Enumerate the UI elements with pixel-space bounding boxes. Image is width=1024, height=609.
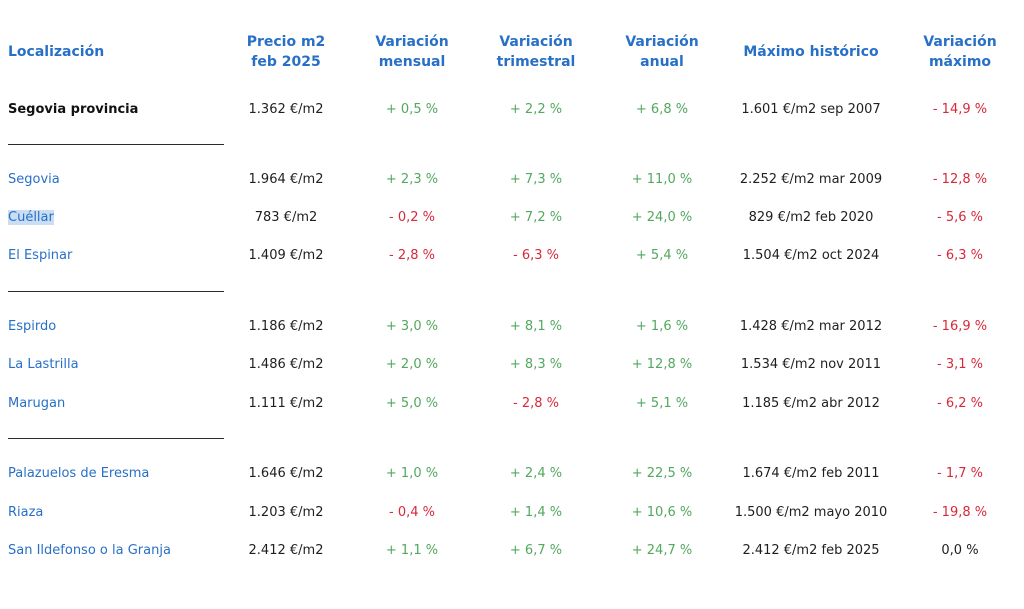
quarterly-variation-cell: + 1,4 % bbox=[509, 505, 563, 520]
location-link[interactable]: La Lastrilla bbox=[8, 353, 228, 377]
annual-variation-cell: + 5,1 % bbox=[635, 396, 689, 411]
price-cell: 1.362 €/m2 bbox=[248, 102, 324, 117]
monthly-variation-cell: + 1,1 % bbox=[385, 543, 439, 558]
max-variation-cell: - 6,2 % bbox=[937, 396, 983, 411]
table-row: Cuéllar 783 €/m2 - 0,2 % + 7,2 % + 24,0 … bbox=[0, 206, 1024, 230]
annual-variation-cell: + 24,0 % bbox=[631, 210, 693, 225]
quarterly-variation-cell: + 8,3 % bbox=[509, 357, 563, 372]
quarterly-variation-cell: - 2,8 % bbox=[513, 396, 559, 411]
price-cell: 1.409 €/m2 bbox=[248, 248, 324, 263]
historic-max-cell: 1.500 €/m2 mayo 2010 bbox=[734, 505, 888, 520]
table-row: El Espinar 1.409 €/m2 - 2,8 % - 6,3 % + … bbox=[0, 244, 1024, 268]
monthly-variation-cell: + 3,0 % bbox=[385, 319, 439, 334]
annual-variation-cell: + 5,4 % bbox=[635, 248, 689, 263]
historic-max-cell: 1.504 €/m2 oct 2024 bbox=[742, 248, 880, 263]
table-row: La Lastrilla 1.486 €/m2 + 2,0 % + 8,3 % … bbox=[0, 353, 1024, 377]
max-variation-cell: - 16,9 % bbox=[932, 319, 988, 334]
annual-variation-cell: + 22,5 % bbox=[631, 466, 693, 481]
location-link-text[interactable]: Palazuelos de Eresma bbox=[8, 466, 150, 481]
quarterly-variation-cell: + 2,4 % bbox=[509, 466, 563, 481]
table-row: Marugan 1.111 €/m2 + 5,0 % - 2,8 % + 5,1… bbox=[0, 392, 1024, 416]
max-variation-cell: - 3,1 % bbox=[937, 357, 983, 372]
header-historic-max: Máximo histórico bbox=[743, 44, 879, 60]
quarterly-variation-cell: + 7,2 % bbox=[509, 210, 563, 225]
price-cell: 1.646 €/m2 bbox=[248, 466, 324, 481]
header-annual-variation: Variación anual bbox=[625, 34, 699, 70]
max-variation-cell: - 12,8 % bbox=[932, 172, 988, 187]
table-row: Riaza 1.203 €/m2 - 0,4 % + 1,4 % + 10,6 … bbox=[0, 501, 1024, 525]
annual-variation-cell: + 11,0 % bbox=[631, 172, 693, 187]
location-link[interactable]: Marugan bbox=[8, 392, 228, 416]
location-link-text[interactable]: Segovia bbox=[8, 172, 60, 187]
location-link[interactable]: San Ildefonso o la Granja bbox=[8, 539, 228, 563]
location-link[interactable]: Palazuelos de Eresma bbox=[8, 462, 228, 486]
location-link-text[interactable]: Marugan bbox=[8, 396, 66, 411]
max-variation-cell: 0,0 % bbox=[941, 543, 979, 558]
monthly-variation-cell: + 0,5 % bbox=[385, 102, 439, 117]
max-variation-cell: - 14,9 % bbox=[932, 102, 988, 117]
location-link-text[interactable]: Espirdo bbox=[8, 319, 57, 334]
monthly-variation-cell: + 1,0 % bbox=[385, 466, 439, 481]
quarterly-variation-cell: + 6,7 % bbox=[509, 543, 563, 558]
group-divider bbox=[8, 438, 224, 439]
price-cell: 783 €/m2 bbox=[254, 210, 318, 225]
quarterly-variation-cell: + 2,2 % bbox=[509, 102, 563, 117]
header-monthly-variation: Variación mensual bbox=[375, 34, 449, 70]
annual-variation-cell: + 12,8 % bbox=[631, 357, 693, 372]
header-location: Localización bbox=[8, 44, 105, 60]
location-name: Segovia provincia bbox=[8, 102, 139, 117]
location-link-text[interactable]: San Ildefonso o la Granja bbox=[8, 543, 171, 558]
table-row: Segovia provincia 1.362 €/m2 + 0,5 % + 2… bbox=[0, 98, 1024, 122]
location-link[interactable]: El Espinar bbox=[8, 244, 228, 268]
historic-max-cell: 1.601 €/m2 sep 2007 bbox=[741, 102, 881, 117]
location-link-text[interactable]: El Espinar bbox=[8, 248, 73, 263]
group-divider bbox=[8, 144, 224, 145]
monthly-variation-cell: - 2,8 % bbox=[389, 248, 435, 263]
monthly-variation-cell: - 0,2 % bbox=[389, 210, 435, 225]
monthly-variation-cell: + 2,0 % bbox=[385, 357, 439, 372]
quarterly-variation-cell: - 6,3 % bbox=[513, 248, 559, 263]
location-link[interactable]: Segovia bbox=[8, 168, 228, 192]
location-link-text[interactable]: La Lastrilla bbox=[8, 357, 79, 372]
historic-max-cell: 1.674 €/m2 feb 2011 bbox=[742, 466, 880, 481]
location-link[interactable]: Espirdo bbox=[8, 315, 228, 339]
monthly-variation-cell: + 2,3 % bbox=[385, 172, 439, 187]
monthly-variation-cell: + 5,0 % bbox=[385, 396, 439, 411]
price-cell: 1.486 €/m2 bbox=[248, 357, 324, 372]
table-row: San Ildefonso o la Granja 2.412 €/m2 + 1… bbox=[0, 539, 1024, 563]
historic-max-cell: 829 €/m2 feb 2020 bbox=[748, 210, 874, 225]
price-cell: 2.412 €/m2 bbox=[248, 543, 324, 558]
max-variation-cell: - 5,6 % bbox=[937, 210, 983, 225]
location-link[interactable]: Cuéllar bbox=[8, 206, 228, 230]
quarterly-variation-cell: + 7,3 % bbox=[509, 172, 563, 187]
annual-variation-cell: + 10,6 % bbox=[631, 505, 693, 520]
historic-max-cell: 1.185 €/m2 abr 2012 bbox=[742, 396, 880, 411]
annual-variation-cell: + 6,8 % bbox=[635, 102, 689, 117]
location-link-text[interactable]: Riaza bbox=[8, 505, 44, 520]
price-cell: 1.203 €/m2 bbox=[248, 505, 324, 520]
max-variation-cell: - 6,3 % bbox=[937, 248, 983, 263]
price-cell: 1.111 €/m2 bbox=[248, 396, 324, 411]
table-row: Segovia 1.964 €/m2 + 2,3 % + 7,3 % + 11,… bbox=[0, 168, 1024, 192]
max-variation-cell: - 1,7 % bbox=[937, 466, 983, 481]
quarterly-variation-cell: + 8,1 % bbox=[509, 319, 563, 334]
header-price: Precio m2 feb 2025 bbox=[246, 34, 326, 70]
max-variation-cell: - 19,8 % bbox=[932, 505, 988, 520]
annual-variation-cell: + 24,7 % bbox=[631, 543, 693, 558]
table-row: Palazuelos de Eresma 1.646 €/m2 + 1,0 % … bbox=[0, 462, 1024, 486]
location-link-text-selected[interactable]: Cuéllar bbox=[8, 210, 54, 225]
historic-max-cell: 2.412 €/m2 feb 2025 bbox=[742, 543, 880, 558]
historic-max-cell: 2.252 €/m2 mar 2009 bbox=[739, 172, 883, 187]
historic-max-cell: 1.534 €/m2 nov 2011 bbox=[740, 357, 882, 372]
header-quarterly-variation: Variación trimestral bbox=[496, 34, 576, 70]
header-max-variation: Variación máximo bbox=[923, 34, 997, 70]
price-cell: 1.186 €/m2 bbox=[248, 319, 324, 334]
annual-variation-cell: + 1,6 % bbox=[635, 319, 689, 334]
group-divider bbox=[8, 291, 224, 292]
price-cell: 1.964 €/m2 bbox=[248, 172, 324, 187]
table-row: Espirdo 1.186 €/m2 + 3,0 % + 8,1 % + 1,6… bbox=[0, 315, 1024, 339]
historic-max-cell: 1.428 €/m2 mar 2012 bbox=[739, 319, 883, 334]
location-link[interactable]: Riaza bbox=[8, 501, 228, 525]
monthly-variation-cell: - 0,4 % bbox=[389, 505, 435, 520]
